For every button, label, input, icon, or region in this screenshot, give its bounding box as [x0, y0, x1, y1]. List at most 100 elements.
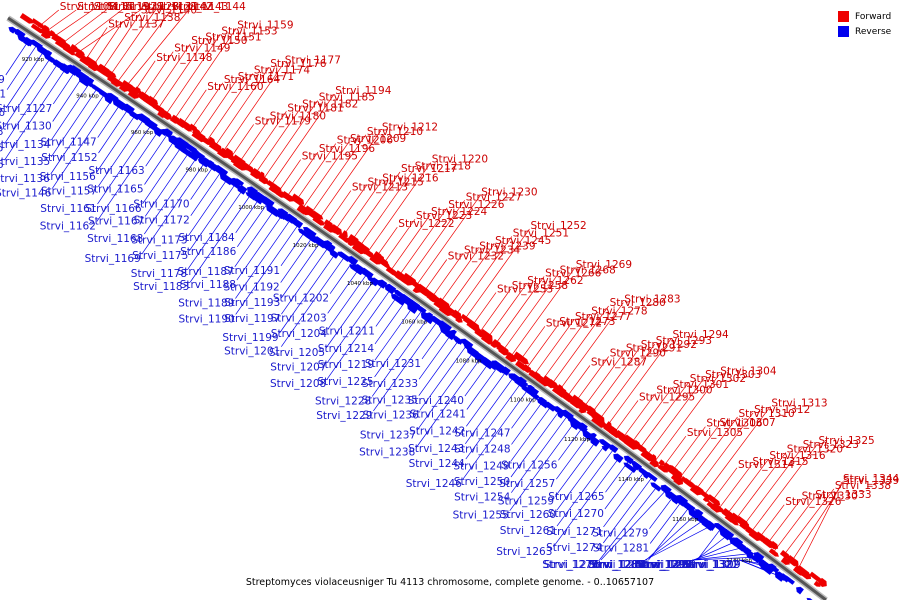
forward-gene-label: Strvi_1305 [687, 427, 743, 439]
reverse-gene-label: Strvi_1167 [88, 215, 144, 227]
leader-line [584, 351, 626, 407]
leader-line [541, 314, 591, 381]
leader-line [281, 246, 329, 315]
forward-gene-marker [323, 219, 334, 228]
leader-line [371, 317, 429, 397]
position-tick-label: 1060 kbp [401, 320, 427, 326]
forward-gene-marker [305, 208, 318, 219]
leader-line [235, 219, 291, 299]
forward-gene-marker [498, 347, 508, 356]
reverse-gene-label: Strvi_1229 [316, 410, 372, 422]
leader-line [623, 393, 656, 438]
forward-gene-label: Strvi_1137 [108, 19, 164, 31]
reverse-gene-label: Strvi_1275 [542, 559, 598, 571]
reverse-gene-marker [329, 250, 340, 259]
forward-gene-marker [801, 570, 812, 580]
reverse-gene-label: Strvi_1188 [180, 279, 236, 291]
position-tick-label: 1140 kbp [618, 477, 644, 483]
leader-line [262, 100, 318, 180]
leader-line [230, 124, 254, 158]
leader-line [46, 9, 77, 32]
position-tick-label: 960 kbp [131, 130, 154, 136]
reverse-gene-marker [705, 520, 717, 532]
leader-line [418, 335, 451, 380]
leader-line [693, 541, 735, 561]
reverse-gene-marker [796, 586, 804, 595]
forward-gene-label: Strvi_1164 [224, 74, 281, 86]
forward-gene-label: Strvi_1215 [368, 176, 424, 188]
forward-gene-label: Strvi_1140 [141, 5, 197, 17]
forward-gene-label: Strvi_1268 [560, 264, 616, 276]
forward-gene-label: Strvi_1217 [401, 163, 457, 175]
reverse-gene-marker [97, 89, 110, 99]
forward-gene-label: Strvi_1245 [495, 235, 551, 247]
leader-line [479, 288, 512, 334]
forward-gene-label: Strvi_1148 [156, 52, 212, 64]
forward-gene-label: Strvi_1300 [656, 385, 712, 397]
leader-line [464, 363, 489, 397]
leader-line [597, 343, 656, 422]
leader-line [419, 343, 468, 411]
forward-gene-marker [75, 47, 86, 56]
forward-gene-label: Strvi_1131 [142, 1, 198, 13]
reverse-gene-marker [293, 219, 304, 229]
forward-gene-label: Strvi_1258 [512, 280, 568, 292]
forward-gene-label: Strvi_1278 [591, 305, 647, 317]
reverse-gene-label: Strvi_1165 [87, 184, 143, 196]
forward-gene-label: Strvi_1313 [771, 397, 827, 409]
leader-line [465, 228, 530, 319]
forward-gene-marker [667, 464, 681, 476]
reverse-gene-label: Strvi_1203 [270, 312, 326, 324]
forward-gene-label: Strvi_1293 [656, 335, 712, 347]
leader-line [92, 21, 124, 67]
leader-line [144, 154, 199, 235]
reverse-gene-label: Strvi_1270 [548, 508, 604, 520]
reverse-gene-label: Strvi_1271 [546, 526, 602, 538]
forward-gene-marker [785, 554, 799, 567]
reverse-gene-marker [452, 336, 464, 345]
gene-labels: Strvi_1108Strvi_1115Strvi_1119Strvi_1121… [0, 1, 900, 571]
leader-line [327, 273, 368, 330]
forward-gene-label: Strvi_1119 [94, 1, 150, 13]
leader-line [465, 381, 523, 460]
reverse-gene-label: Strvi_1279 [592, 528, 648, 540]
leader-line [188, 179, 228, 236]
reverse-gene-marker [36, 45, 50, 57]
reverse-gene-marker [277, 208, 289, 218]
leader-line [327, 190, 352, 224]
reverse-gene-label: Strvi_1308 [636, 559, 692, 571]
leader-line [96, 115, 136, 173]
reverse-legend-label: Reverse [855, 26, 892, 37]
leader-line [438, 249, 479, 305]
forward-gene-marker [522, 364, 532, 373]
leader-line [151, 43, 191, 101]
legend-reverse: Reverse [838, 24, 891, 39]
forward-gene-label: Strvi_1304 [720, 365, 777, 377]
leader-line [704, 406, 771, 495]
leader-line [502, 273, 559, 352]
forward-gene-marker [515, 353, 529, 365]
genome-caption: Streptomyces violaceusniger Tu 4113 chro… [245, 577, 655, 588]
leader-line [329, 260, 354, 294]
reverse-gene-label: Strvi_1162 [40, 220, 96, 232]
leader-line [174, 28, 237, 120]
forward-gene-label: Strvi_1303 [705, 369, 761, 381]
leader-line [486, 283, 527, 340]
leader-line [279, 254, 336, 334]
reverse-gene-label: Strvi_1276 [544, 559, 601, 571]
forward-gene-label: Strvi_1253 [497, 284, 553, 296]
forward-gene-label: Strvi_1176 [270, 58, 327, 70]
position-tick-label: 1020 kbp [293, 243, 319, 249]
position-ticks: 920 kbp 940 kbp 960 kbp 980 kbp 1000 kbp 1020… [22, 57, 753, 564]
leader-line [96, 130, 159, 222]
forward-gene-label: Strvi_1323 [803, 439, 859, 451]
leader-line [797, 481, 843, 570]
leader-line [4, 58, 51, 128]
reverse-gene-label: Strvi_1192 [223, 282, 279, 294]
leader-line [773, 497, 815, 553]
reverse-gene-marker [162, 128, 173, 138]
leader-line [310, 134, 367, 214]
leader-line [235, 223, 299, 315]
leader-line [286, 151, 319, 197]
forward-gene-label: Strvi_1226 [448, 199, 505, 211]
